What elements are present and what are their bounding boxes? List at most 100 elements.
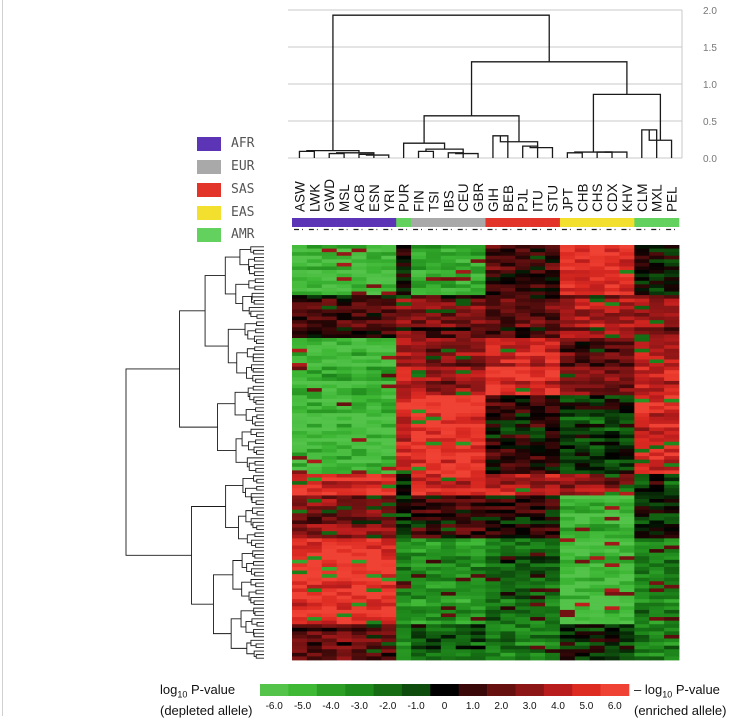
heatmap-cell (500, 556, 516, 561)
heatmap-cell (559, 320, 576, 325)
heatmap-cell (366, 305, 382, 310)
heatmap-cell (574, 584, 591, 589)
heatmap-cell (292, 549, 308, 554)
row-dendrogram-link (225, 485, 243, 528)
heatmap-cell (455, 656, 472, 661)
heatmap-cell (619, 287, 635, 292)
heatmap-cell (619, 452, 635, 457)
heatmap-cell (351, 352, 367, 357)
population-label-gih: GIH (486, 188, 501, 212)
heatmap-cell (321, 352, 338, 357)
heatmap-cell (530, 502, 546, 507)
heatmap-cell (425, 280, 442, 285)
heatmap-cell (455, 592, 472, 597)
heatmap-cell (485, 549, 501, 554)
heatmap-cell (351, 452, 367, 457)
heatmap-cell (619, 473, 635, 478)
heatmap-cell (455, 466, 472, 471)
heatmap-cell (306, 513, 323, 518)
heatmap-cell (589, 520, 605, 525)
dendrogram-link (604, 151, 628, 158)
heatmap-cell (559, 538, 576, 543)
group-bar-cell (351, 218, 367, 227)
heatmap-cell (440, 602, 457, 607)
heatmap-cell (396, 266, 412, 271)
heatmap-cell (545, 295, 561, 300)
heatmap-cell (306, 327, 323, 332)
heatmap-cell (396, 305, 412, 310)
heatmap-cell (425, 373, 442, 378)
heatmap-cell (619, 370, 635, 375)
heatmap-cell (500, 552, 516, 557)
row-dendrogram-link (253, 629, 264, 636)
heatmap-cell (336, 466, 352, 471)
heatmap-cell (634, 345, 650, 350)
heatmap-cell (351, 563, 367, 568)
heatmap-cell (425, 248, 442, 253)
heatmap-cell (336, 420, 352, 425)
heatmap-cell (515, 373, 531, 378)
heatmap-cell (634, 634, 650, 639)
heatmap-cell (649, 577, 665, 582)
heatmap-cell (292, 592, 308, 597)
heatmap-cell (649, 338, 665, 342)
heatmap-cell (574, 413, 591, 418)
heatmap-cell (470, 248, 486, 253)
heatmap-cell (366, 266, 382, 271)
heatmap-cell (664, 402, 680, 407)
heatmap-cell (366, 649, 382, 654)
heatmap-cell (470, 448, 486, 453)
heatmap-cell (619, 592, 635, 597)
heatmap-cell (515, 627, 531, 632)
heatmap-cell (470, 642, 486, 647)
heatmap-cell (485, 388, 501, 393)
legend-swatch (197, 183, 221, 197)
heatmap-cell (366, 527, 382, 532)
heatmap-cell (530, 359, 546, 364)
heatmap-cell (604, 363, 620, 368)
heatmap-cell (604, 248, 620, 253)
heatmap-cell (545, 563, 561, 568)
heatmap-cell (530, 255, 546, 260)
heatmap-cell (381, 491, 397, 496)
heatmap-cell (530, 373, 546, 378)
heatmap-cell (664, 541, 680, 546)
heatmap-cell (470, 491, 486, 496)
dendrogram-axis: 2.01.51.00.50.0 (288, 6, 717, 165)
heatmap-cell (381, 291, 397, 296)
dendrogram-link (529, 146, 554, 158)
heatmap-cell (649, 334, 665, 339)
heatmap-cell (649, 409, 665, 414)
heatmap-cell (336, 355, 352, 360)
heatmap-cell (619, 563, 635, 568)
heatmap-cell (649, 599, 665, 604)
heatmap-cell (292, 627, 308, 632)
heatmap-cell (336, 445, 352, 450)
heatmap-cell (515, 298, 531, 303)
heatmap-cell (396, 338, 412, 342)
heatmap-cell (292, 624, 308, 629)
heatmap-cell (604, 287, 620, 292)
heatmap-cell (351, 273, 367, 278)
heatmap-cell (664, 570, 680, 575)
heatmap-cell (559, 509, 576, 514)
heatmap-cell (306, 617, 323, 622)
heatmap-cell (485, 284, 501, 289)
heatmap-cell (292, 448, 308, 453)
heatmap-cell (530, 355, 546, 360)
heatmap-cell (292, 409, 308, 414)
heatmap-cell (440, 348, 457, 353)
heatmap-cell (530, 298, 546, 303)
heatmap-cell (619, 312, 635, 317)
heatmap-cell (619, 402, 635, 407)
heatmap-cell (530, 602, 546, 607)
heatmap-cell (515, 327, 531, 332)
heatmap-cell (351, 402, 367, 407)
heatmap-cell (485, 631, 501, 636)
heatmap-cell (440, 520, 457, 525)
heatmap-cell (515, 459, 531, 464)
heatmap-cell (336, 302, 352, 307)
heatmap-cell (664, 248, 680, 253)
heatmap-cell (425, 516, 442, 521)
heatmap-cell (574, 330, 591, 335)
